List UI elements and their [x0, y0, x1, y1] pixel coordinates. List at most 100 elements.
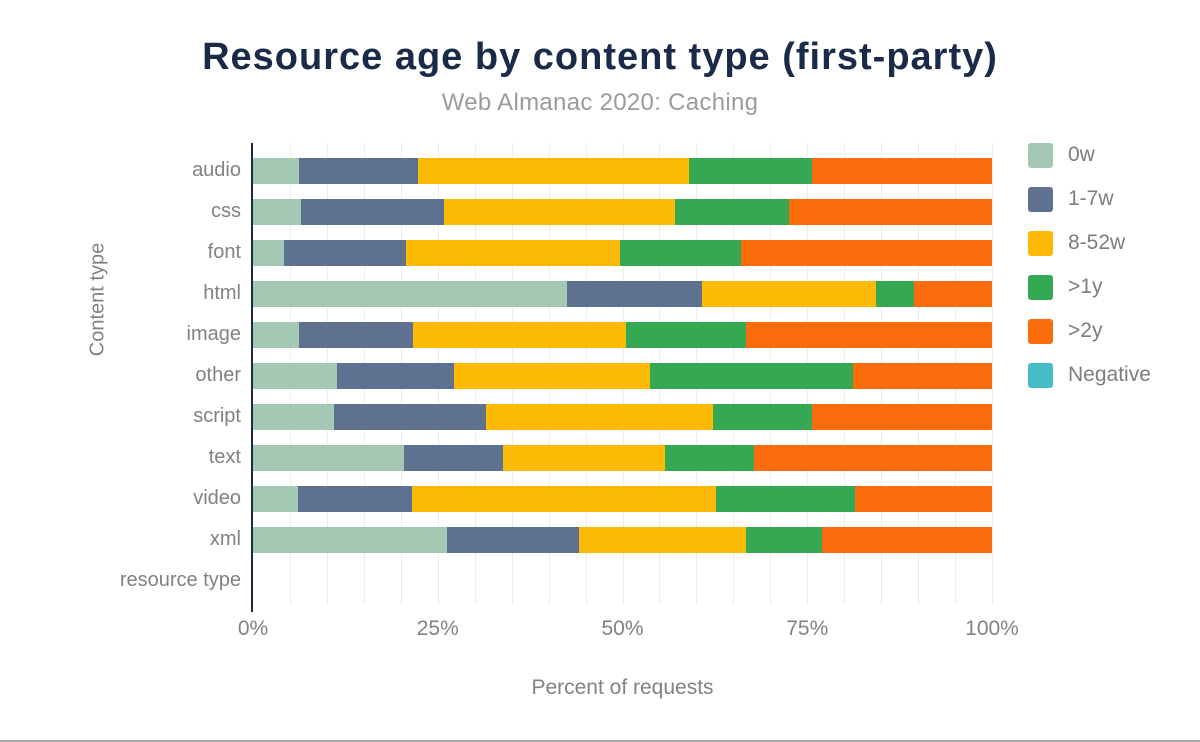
bar-segment-text-1-7w[interactable]: [403, 444, 503, 471]
legend-swatch->2y: [1028, 318, 1053, 344]
bar-row-text: [253, 437, 992, 478]
legend-item->1y[interactable]: >1y: [1028, 274, 1151, 300]
legend-item-8-52w[interactable]: 8-52w: [1028, 230, 1151, 256]
bar-segment-script->1y[interactable]: [712, 403, 813, 430]
chart-title: Resource age by content type (first-part…: [202, 36, 998, 78]
bar-segment-other-8-52w[interactable]: [454, 362, 650, 389]
bar-segment-image-0w[interactable]: [253, 321, 299, 348]
bar-segment-text->1y[interactable]: [665, 444, 755, 471]
legend-item-0w[interactable]: 0w: [1028, 142, 1151, 168]
bar-segment-video->2y[interactable]: [855, 485, 992, 512]
bar-row-audio: [253, 150, 992, 191]
bar-segment-image-1-7w[interactable]: [298, 321, 414, 348]
legend-label->2y: >2y: [1068, 319, 1103, 342]
bar-row-resource-type: [253, 560, 992, 601]
x-tick-label-50: 50%: [601, 617, 644, 640]
legend-label-1-7w: 1-7w: [1068, 187, 1114, 210]
bar-segment-audio-8-52w[interactable]: [417, 157, 689, 184]
x-tick-label-75: 75%: [786, 617, 829, 640]
bar-row-css: [253, 191, 992, 232]
bar-row-xml: [253, 519, 992, 560]
bar-segment-video->1y[interactable]: [715, 485, 856, 512]
stacked-bar-css: [253, 198, 992, 225]
bar-segment-font-0w[interactable]: [253, 239, 285, 266]
bar-segment-xml-0w[interactable]: [253, 526, 447, 553]
chart-subtitle: Web Almanac 2020: Caching: [441, 89, 759, 116]
bar-segment-other-1-7w[interactable]: [336, 362, 454, 389]
bar-segment-audio->1y[interactable]: [688, 157, 812, 184]
bar-segment-image->2y[interactable]: [745, 321, 992, 348]
legend-swatch->1y: [1028, 274, 1053, 300]
legend-label-0w: 0w: [1068, 143, 1095, 166]
legend-swatch-0w: [1028, 142, 1053, 168]
bar-segment-xml->2y[interactable]: [821, 526, 992, 553]
bar-segment-other->1y[interactable]: [649, 362, 854, 389]
bar-segment-script-0w[interactable]: [253, 403, 334, 430]
bar-segment-css->1y[interactable]: [674, 198, 789, 225]
y-tick-label-html: html: [203, 282, 241, 304]
bar-row-font: [253, 232, 992, 273]
bar-segment-audio-0w[interactable]: [253, 157, 299, 184]
stacked-bar-text: [253, 444, 992, 471]
bar-row-video: [253, 478, 992, 519]
stacked-bar-other: [253, 362, 992, 389]
x-axis-labels: 0% 25% 50% 75% 100%: [238, 617, 1019, 643]
stacked-bar-video: [253, 485, 992, 512]
legend-swatch-1-7w: [1028, 186, 1053, 212]
stacked-bar-font: [253, 239, 992, 266]
stacked-bar-resource-type: [253, 568, 992, 594]
bar-segment-xml-8-52w[interactable]: [578, 526, 746, 553]
bar-segment-font-8-52w[interactable]: [405, 239, 620, 266]
bar-segment-video-1-7w[interactable]: [298, 485, 412, 512]
stacked-bar-audio: [253, 157, 992, 184]
bar-segment-font->2y[interactable]: [740, 239, 992, 266]
bar-segment-html-1-7w[interactable]: [567, 280, 703, 307]
bar-segment-image-8-52w[interactable]: [413, 321, 627, 348]
legend-label-8-52w: 8-52w: [1068, 231, 1126, 254]
bar-segment-css-8-52w[interactable]: [444, 198, 675, 225]
bar-segment-css-1-7w[interactable]: [301, 198, 445, 225]
bar-segment-html-8-52w[interactable]: [702, 280, 876, 307]
bar-segment-font-1-7w[interactable]: [284, 239, 406, 266]
bar-segment-font->1y[interactable]: [619, 239, 741, 266]
bar-segment-image->1y[interactable]: [626, 321, 746, 348]
plot-area: [251, 143, 993, 612]
bar-segment-html->2y[interactable]: [914, 280, 992, 307]
bar-segment-text->2y[interactable]: [754, 444, 992, 471]
bar-segment-xml->1y[interactable]: [745, 526, 822, 553]
legend-item->2y[interactable]: >2y: [1028, 318, 1151, 344]
bar-segment-video-0w[interactable]: [253, 485, 299, 512]
y-tick-label-resource-type: resource type: [119, 569, 241, 591]
bar-segment-script-1-7w[interactable]: [333, 403, 486, 430]
bars-container: [253, 150, 992, 601]
legend-label->1y: >1y: [1068, 275, 1103, 298]
bar-segment-html->1y[interactable]: [875, 280, 915, 307]
bar-segment-css->2y[interactable]: [788, 198, 992, 225]
bar-segment-css-0w[interactable]: [253, 198, 302, 225]
x-tick-label-25: 25%: [416, 617, 459, 640]
bar-segment-audio->2y[interactable]: [811, 157, 992, 184]
bar-segment-script-8-52w[interactable]: [485, 403, 713, 430]
legend-swatch-Negative: [1028, 362, 1053, 388]
legend-item-1-7w[interactable]: 1-7w: [1028, 186, 1151, 212]
x-tick-label-0: 0%: [237, 617, 269, 640]
bar-segment-text-8-52w[interactable]: [502, 444, 666, 471]
bar-segment-html-0w[interactable]: [253, 280, 568, 307]
y-tick-label-video: video: [193, 487, 241, 509]
legend-item-Negative[interactable]: Negative: [1028, 362, 1151, 388]
bar-segment-video-8-52w[interactable]: [411, 485, 716, 512]
bar-row-other: [253, 355, 992, 396]
bar-segment-text-0w[interactable]: [253, 444, 404, 471]
bar-segment-other->2y[interactable]: [853, 362, 992, 389]
stacked-bar-script: [253, 403, 992, 430]
y-axis-line: [251, 143, 253, 612]
bar-segment-audio-1-7w[interactable]: [298, 157, 418, 184]
stacked-bar-xml: [253, 526, 992, 553]
legend-label-Negative: Negative: [1068, 363, 1151, 386]
bar-segment-xml-1-7w[interactable]: [446, 526, 579, 553]
bar-segment-other-0w[interactable]: [253, 362, 337, 389]
bar-segment-script->2y[interactable]: [812, 403, 992, 430]
legend: 0w 1-7w 8-52w >1y >2y Negative: [1028, 142, 1151, 406]
x-axis-title: Percent of requests: [531, 676, 714, 699]
